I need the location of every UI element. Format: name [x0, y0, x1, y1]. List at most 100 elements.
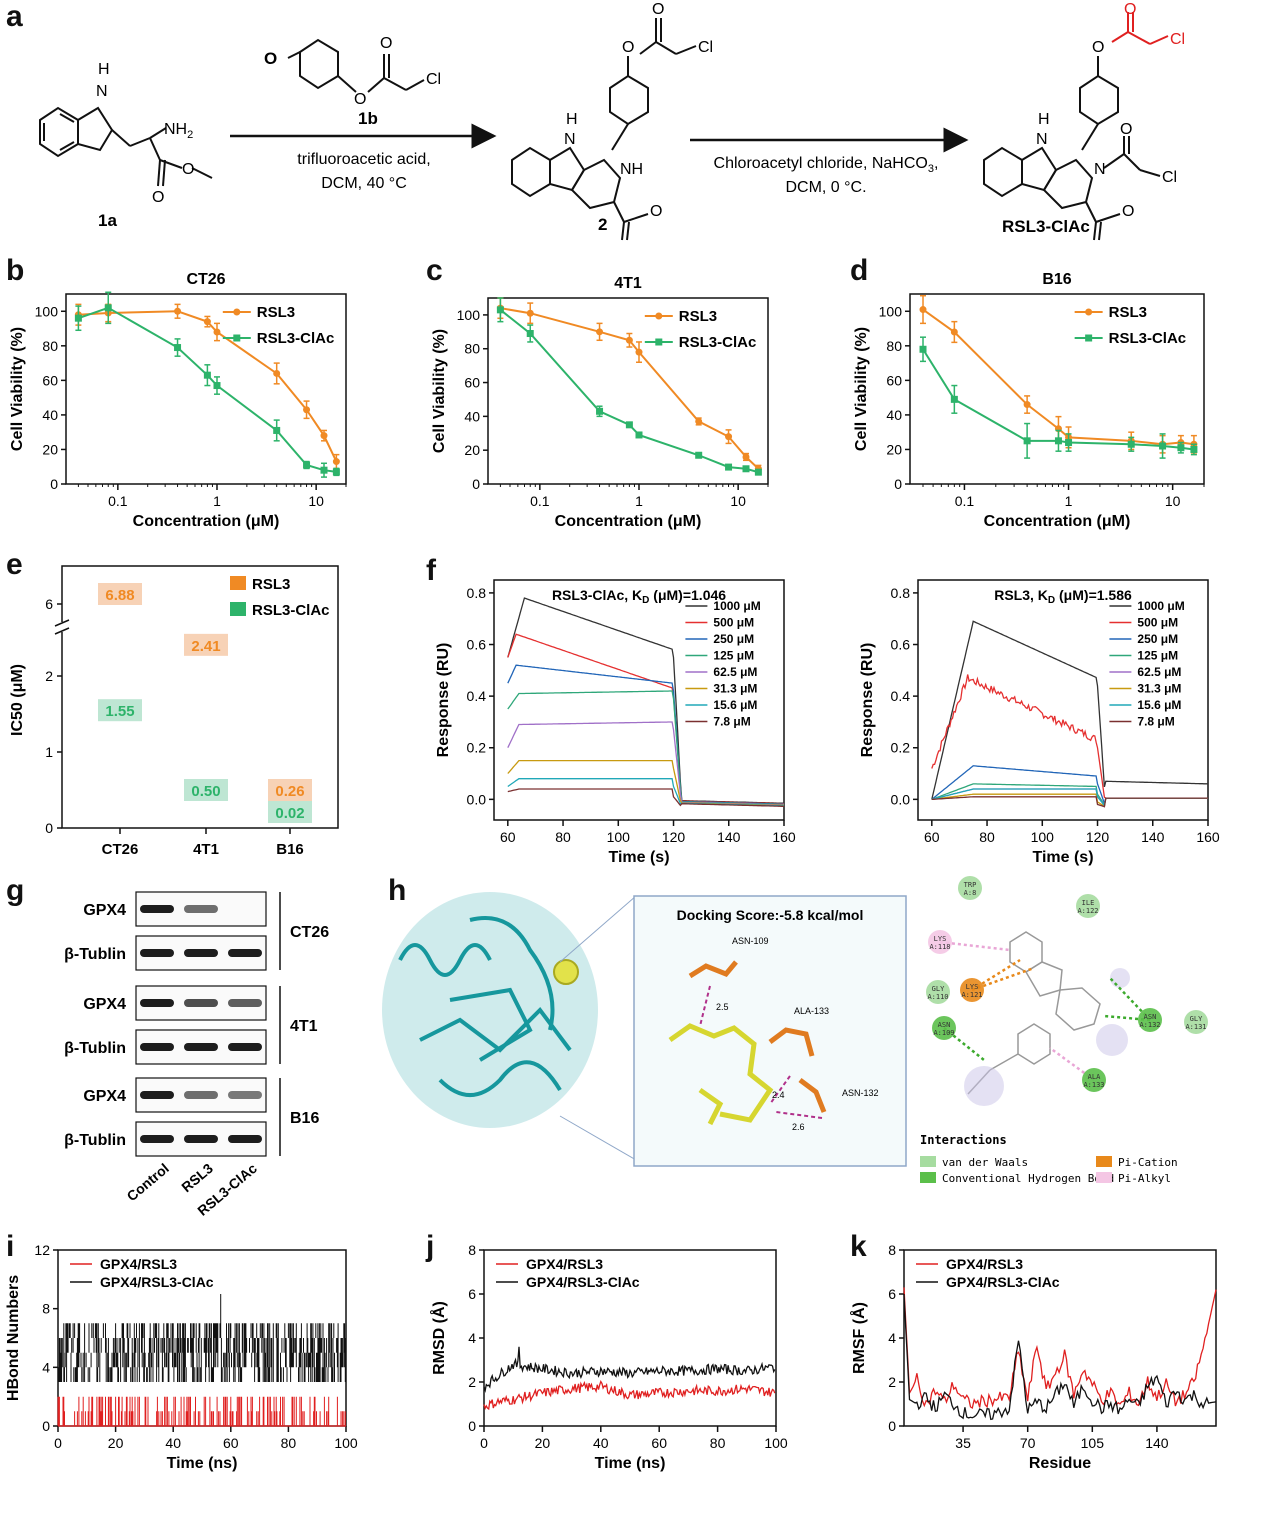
- series-GPX4/RSL3: [483, 1379, 776, 1411]
- blot-row-label: GPX4: [83, 1088, 126, 1105]
- panel-letter-g: g: [6, 874, 25, 907]
- residue-node: [1184, 1010, 1208, 1034]
- ring: [1024, 961, 1063, 997]
- panel-letter-i: i: [6, 1230, 15, 1263]
- data-point: [303, 461, 311, 469]
- x-tick-label: 80: [710, 1435, 726, 1451]
- panel-letter-b: b: [6, 254, 25, 287]
- product-o-ether: O: [1092, 39, 1104, 56]
- step2-condition-line1: Chloroacetyl chloride, NaHCO3,: [714, 155, 939, 175]
- legend-marker: [1085, 308, 1093, 316]
- y-tick-label: 4: [468, 1330, 476, 1346]
- protein-cartoon: [398, 916, 572, 1097]
- y-tick-label: 0: [50, 476, 58, 492]
- data-point: [1177, 444, 1185, 452]
- residue-node: [960, 978, 984, 1002]
- blot-cell-line-label: 4T1: [290, 1018, 318, 1035]
- residue-node-id: A:131: [1185, 1023, 1206, 1031]
- legend-label: GPX4/RSL3: [100, 1256, 177, 1272]
- data-point: [332, 458, 340, 466]
- interaction-legend: van der Waals Conventional Hydrogen Bond P…: [920, 1156, 1178, 1185]
- y-tick-label: 8: [888, 1242, 896, 1258]
- x-tick-label: 80: [979, 829, 995, 845]
- step1-condition-line2: DCM, 40 °C: [321, 175, 407, 192]
- x-tick-label: 60: [924, 829, 940, 845]
- x-tick-label: 70: [1020, 1435, 1036, 1451]
- sensorgram-62.5 μM: [507, 721, 784, 806]
- y-tick-label: 0: [888, 1418, 896, 1434]
- residue-node-id: A:133: [1083, 1081, 1104, 1089]
- compound-1a-label: 1a: [98, 211, 117, 230]
- x-tick-label: B16: [276, 841, 304, 858]
- data-point: [174, 307, 182, 315]
- interaction-diagram: TRPA:8ILEA:122LYSA:118GLYA:110LYSA:121AS…: [926, 876, 1208, 1106]
- sensorgram-7.8 μM: [507, 788, 784, 807]
- residue-node: [932, 1016, 956, 1040]
- data-point: [725, 463, 733, 471]
- x-tick-label: 10: [308, 493, 324, 509]
- residue-node-id: A:118: [929, 943, 950, 951]
- blot-row-label: β-Tublin: [64, 1040, 126, 1057]
- plot-frame: [61, 565, 339, 829]
- x-tick-label: 1: [635, 493, 643, 509]
- distance-3: 2.6: [792, 1122, 805, 1132]
- x-tick-label: 35: [955, 1435, 971, 1451]
- residue-node-id: A:109: [933, 1029, 954, 1037]
- data-point: [303, 406, 311, 414]
- y-tick-label: 20: [464, 442, 480, 458]
- residue-node-name: ALA: [1088, 1073, 1101, 1081]
- legend-label: Pi-Alkyl: [1118, 1172, 1171, 1185]
- x-tick-label: 100: [764, 1435, 788, 1451]
- compound-1b-structure: [287, 38, 425, 93]
- y-tick-label: 2: [888, 1374, 896, 1390]
- y-tick-label: 8: [468, 1242, 476, 1258]
- product-o-carbonyl-red: O: [1124, 1, 1136, 18]
- residue-node: [926, 980, 950, 1004]
- scheme-1b-o-ester: O: [354, 91, 366, 108]
- compound-2-structure: [511, 18, 697, 241]
- data-point: [1054, 437, 1062, 445]
- blot-row-label: β-Tublin: [64, 946, 126, 963]
- ring: [1017, 1023, 1051, 1065]
- product-h: H: [1038, 111, 1050, 128]
- axis-break-gap: [54, 622, 70, 632]
- rmsf-chart: 0 2 4 6 8 35 70 105 140 Residue RMSF (Å) GPX4/RSL3 G…: [849, 1242, 1217, 1472]
- blot-cell-line-label: CT26: [290, 924, 329, 941]
- residue-node-name: GLY: [1190, 1015, 1203, 1023]
- residue-node-name: ASN: [1144, 1013, 1157, 1021]
- legend-label: 500 μM: [1137, 616, 1178, 630]
- y-tick-label: 8: [42, 1301, 50, 1317]
- legend-label: RSL3: [252, 576, 290, 593]
- y-tick-label: 4: [888, 1330, 896, 1346]
- western-blot: GPX4 β-Tublin GPX4 β-Tublin GPX4 β-Tublin CT26…: [64, 891, 329, 1219]
- data-point: [742, 453, 750, 461]
- data-point: [496, 306, 504, 314]
- x-tick-label: 0: [480, 1435, 488, 1451]
- series-GPX4/RSL3-ClAc: [903, 1293, 1217, 1421]
- blot-band: [140, 905, 174, 913]
- product-n-amide: N: [1094, 161, 1106, 178]
- y-tick-label: 0: [42, 1418, 50, 1434]
- x-tick-label: 105: [1081, 1435, 1105, 1451]
- blot-band: [228, 999, 262, 1007]
- legend-label: 15.6 μM: [1137, 698, 1181, 712]
- blot-band: [184, 949, 218, 957]
- x-axis-label: Concentration (μM): [984, 513, 1131, 530]
- spr-chart-rsl3: RSL3, KD (μM)=1.586 0.0 0.2 0.4 0.6 0.8 60 80 10…: [859, 579, 1220, 866]
- legend-marker: [655, 312, 663, 320]
- residue-node-id: A:110: [927, 993, 948, 1001]
- value-label: 1.55: [105, 703, 134, 720]
- y-tick-label: 1: [45, 744, 53, 760]
- legend-label: 250 μM: [713, 632, 754, 646]
- interaction-legend-title: Interactions: [920, 1133, 1007, 1147]
- x-tick-label: 160: [772, 829, 796, 845]
- panel-letter-c: c: [426, 254, 443, 287]
- y-axis-label: HBond Numbers: [5, 1275, 22, 1401]
- legend-marker: [233, 308, 241, 316]
- legend-label: RSL3-ClAc: [679, 334, 757, 351]
- y-axis-label: Response (RU): [435, 643, 452, 758]
- y-tick-label: 40: [42, 407, 58, 423]
- data-point: [332, 468, 340, 476]
- viability-chart-ct26: CT26 0 20 40 60 80 100 0.1 1 10 Concentration (μM)…: [9, 271, 347, 530]
